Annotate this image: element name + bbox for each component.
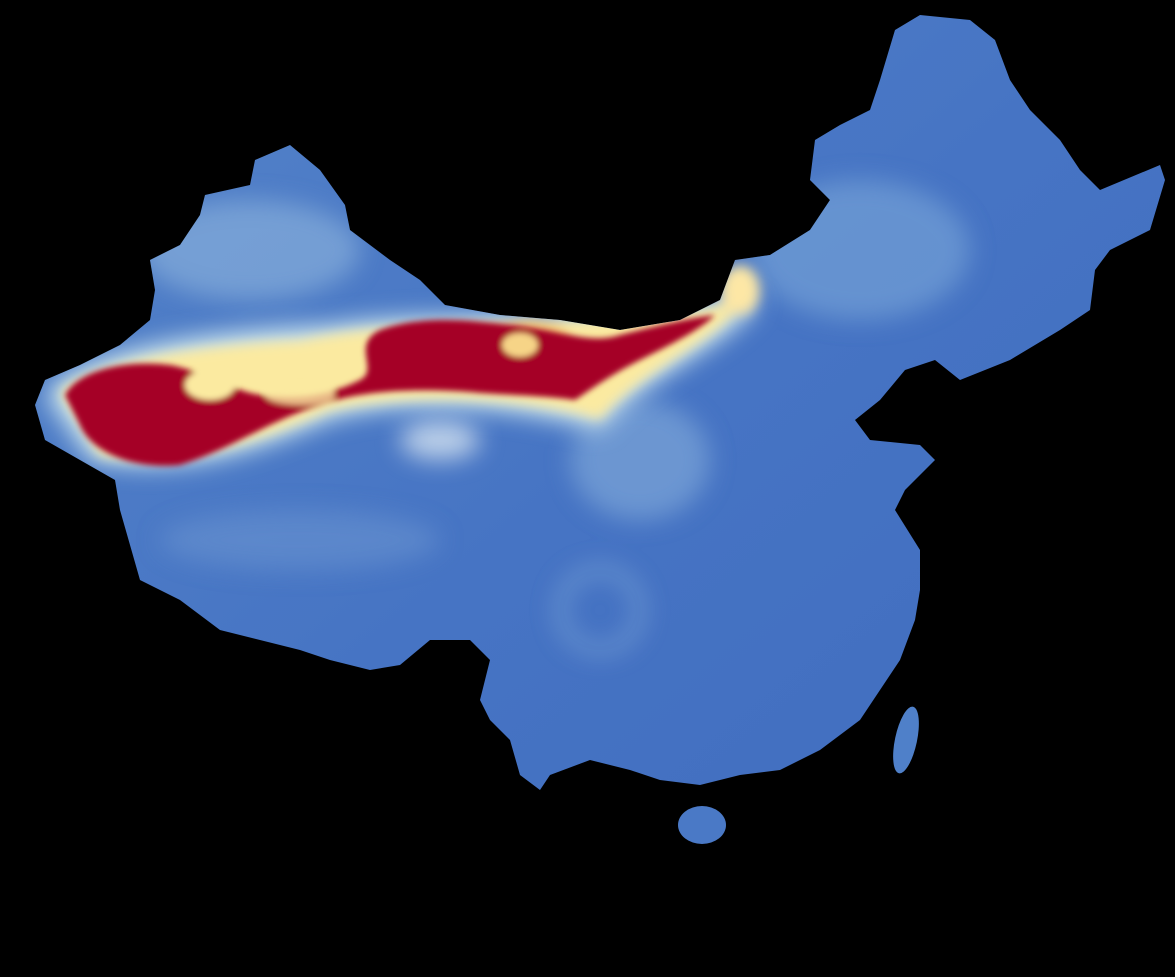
hainan: [678, 806, 726, 844]
taiwan: [893, 706, 919, 774]
arid-red: [65, 315, 715, 466]
pale-zones: [140, 180, 970, 654]
